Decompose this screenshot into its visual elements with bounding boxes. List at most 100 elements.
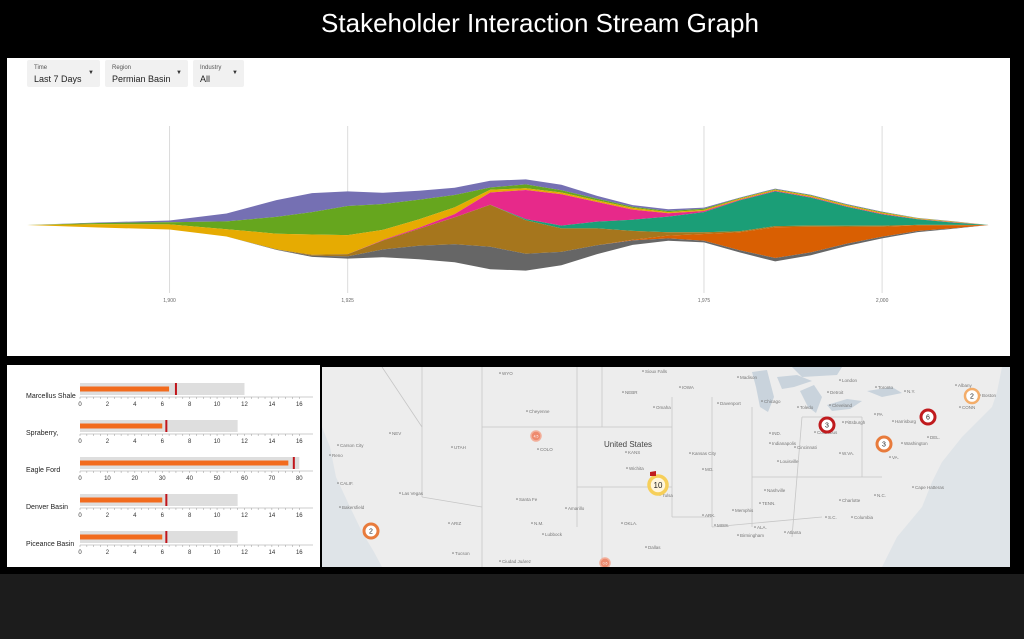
stream-layer[interactable] [27, 204, 989, 257]
place-label: MO. [705, 467, 714, 472]
place-label: Ciudad Juárez [502, 559, 532, 564]
city-dot [499, 372, 501, 374]
city-dot [814, 431, 816, 433]
bullet-label: Piceance Basin [26, 541, 74, 548]
industry-filter[interactable]: Industry All ▼ [193, 60, 244, 87]
place-label: Reno [332, 453, 343, 458]
bullet-tick-label: 70 [269, 476, 276, 482]
bullet-value-bar[interactable] [80, 497, 163, 503]
us-map[interactable]: United States Sioux Falls Madison Detroit Lo… [322, 367, 1010, 567]
bullet-tick-label: 6 [161, 439, 165, 445]
bullet-value-bar[interactable] [80, 386, 170, 392]
map-cluster-marker[interactable]: 10 [647, 474, 669, 496]
bullet-tick-label: 16 [296, 402, 303, 408]
bullet-tick-label: 16 [296, 513, 303, 519]
city-dot [851, 516, 853, 518]
bullet-chart-panel: Marcellus Shale 0 2 4 6 8 10 12 14 16 Spraberry, 0 2… [7, 365, 320, 567]
city-dot [645, 546, 647, 548]
map-cluster-marker[interactable]: 3 [818, 416, 836, 434]
bullet-tick-label: 2 [106, 402, 110, 408]
city-dot [565, 507, 567, 509]
city-dot [825, 516, 827, 518]
place-label: Indianapolis [772, 441, 797, 446]
chevron-down-icon: ▼ [176, 70, 182, 76]
stream-layer[interactable] [27, 191, 989, 255]
city-dot [448, 522, 450, 524]
stream-layer[interactable] [27, 225, 989, 271]
place-label: Atlanta [787, 530, 802, 535]
marker-count: 0.6 [603, 561, 608, 565]
marker-count: 2 [970, 394, 974, 401]
place-label: S.C. [828, 515, 837, 520]
city-dot [769, 442, 771, 444]
bullet-tick-label: 4 [133, 402, 137, 408]
marker-count: 6 [926, 415, 930, 422]
industry-filter-value: All [200, 74, 211, 84]
stream-layer[interactable] [27, 188, 989, 255]
bullet-tick-label: 4 [133, 439, 137, 445]
city-dot [399, 492, 401, 494]
bullet-tick-label: 40 [186, 476, 193, 482]
place-label: IND. [772, 431, 781, 436]
place-label: CALIF. [340, 481, 354, 486]
marker-count: 10 [654, 481, 663, 490]
place-label: ALA. [757, 525, 767, 530]
bullet-label: Denver Basin [26, 504, 68, 511]
bullet-tick-label: 14 [269, 402, 276, 408]
place-label: Omaha [656, 405, 671, 410]
city-dot [901, 442, 903, 444]
bullet-label: Marcellus Shale [26, 393, 76, 400]
bullet-value-bar[interactable] [80, 423, 163, 429]
region-filter-value: Permian Basin [112, 74, 171, 84]
bullet-target-marker [292, 457, 295, 469]
city-dot [732, 509, 734, 511]
place-label: Toledo [800, 405, 814, 410]
bullet-tick-label: 10 [214, 402, 221, 408]
bullet-target-marker [165, 531, 168, 543]
lake [752, 370, 774, 412]
bullet-tick-label: 8 [188, 513, 192, 519]
chevron-down-icon: ▼ [232, 70, 238, 76]
place-label: Memphis [735, 508, 754, 513]
region-filter[interactable]: Region Permian Basin ▼ [105, 60, 188, 87]
city-dot [892, 420, 894, 422]
city-dot [653, 406, 655, 408]
marker-count: 3 [825, 423, 829, 430]
bullet-tick-label: 8 [188, 439, 192, 445]
stream-graph-panel: Time Last 7 Days ▼ Region Permian Basin … [7, 58, 1010, 356]
bullet-tick-label: 10 [214, 550, 221, 556]
divider [0, 567, 1024, 574]
place-label: ARK. [705, 513, 716, 518]
city-dot [516, 498, 518, 500]
region-filter-label: Region [112, 65, 132, 71]
lake [777, 375, 812, 389]
place-label: Cincinnati [797, 445, 817, 450]
map-cluster-marker[interactable]: 6 [919, 408, 937, 426]
stream-layer[interactable] [27, 190, 989, 255]
bullet-value-bar[interactable] [80, 460, 289, 466]
map-cluster-marker[interactable]: 3 [875, 435, 893, 453]
bullet-tick-label: 8 [188, 550, 192, 556]
city-dot [784, 531, 786, 533]
city-dot [754, 526, 756, 528]
place-label: Cleveland [832, 403, 853, 408]
place-label: Las Vegas [402, 491, 424, 496]
map-cluster-marker[interactable]: 0.6 [599, 557, 611, 567]
city-dot [927, 436, 929, 438]
bullet-tick-label: 20 [131, 476, 138, 482]
map-cluster-marker[interactable]: 2 [963, 387, 981, 405]
stream-layer[interactable] [27, 179, 989, 225]
bullet-tick-label: 0 [78, 513, 82, 519]
place-label: Boston [982, 393, 997, 398]
place-label: Bakersfield [342, 505, 365, 510]
state-border [421, 496, 483, 508]
map-panel[interactable]: United States Sioux Falls Madison Detroit Lo… [322, 367, 1010, 567]
chevron-down-icon: ▼ [88, 70, 94, 76]
city-dot [959, 406, 961, 408]
bullet-value-bar[interactable] [80, 534, 163, 540]
time-filter[interactable]: Time Last 7 Days ▼ [27, 60, 100, 87]
map-cluster-marker[interactable]: 4.5 [530, 430, 542, 442]
map-cluster-marker[interactable]: 2 [362, 522, 380, 540]
stream-layer[interactable] [27, 184, 989, 236]
stream-layer[interactable] [27, 225, 989, 258]
